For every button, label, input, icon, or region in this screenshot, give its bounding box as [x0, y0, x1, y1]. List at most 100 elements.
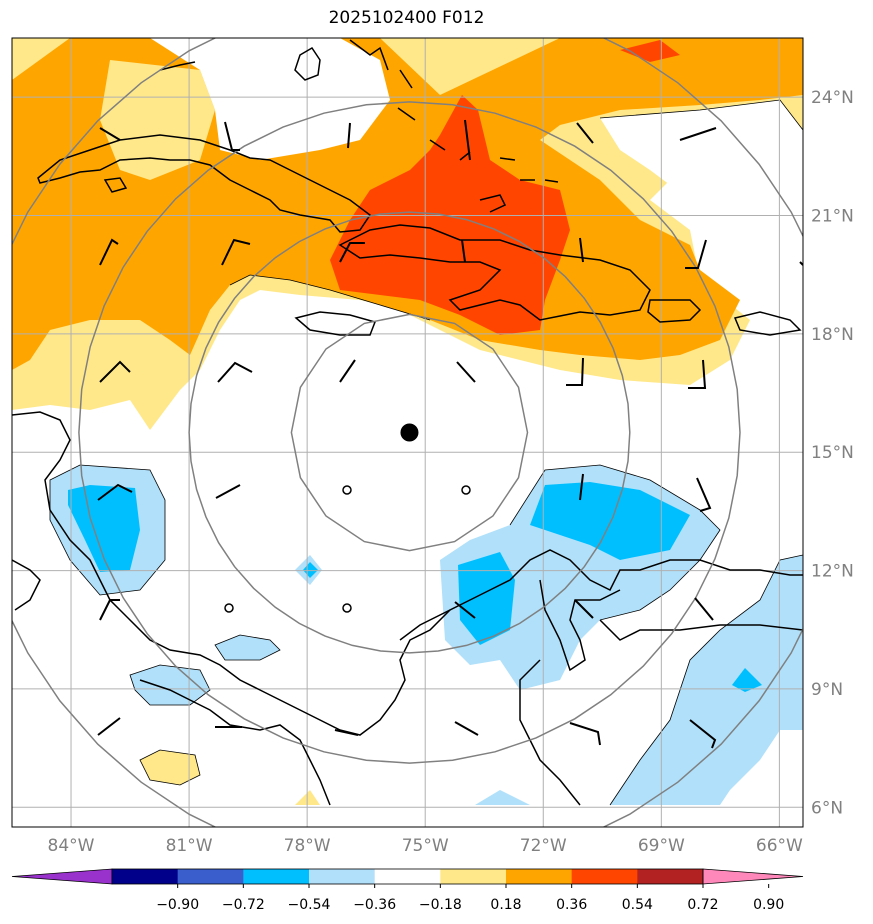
contour-line — [129, 664, 211, 706]
wind-barb — [461, 239, 466, 263]
longitude-label: 75°W — [402, 836, 449, 856]
colorbar-tick-label: −0.90 — [156, 897, 199, 913]
negative-anomaly-light-region — [610, 555, 803, 805]
colombia-coastline — [399, 579, 803, 672]
calm-circle — [342, 603, 352, 613]
negative-anomaly-blue-region — [530, 482, 690, 560]
wind-barb — [679, 127, 717, 141]
wind-barb — [689, 719, 717, 749]
negative-anomaly-blue-region — [68, 485, 140, 572]
colorbar-segment — [440, 869, 507, 884]
colorbar-tick-label: 0.36 — [556, 897, 587, 913]
wind-barbs — [97, 119, 803, 749]
colorbar-tick-label: −0.36 — [353, 897, 396, 913]
wind-barb — [576, 122, 594, 144]
colorbar-segment — [374, 869, 441, 884]
jamaica-coastline — [294, 311, 376, 336]
latitude-label: 9°N — [811, 680, 843, 700]
wind-barb — [99, 238, 119, 266]
map-title: 2025102400 F012 — [328, 8, 485, 28]
colorbar-segment — [112, 869, 179, 884]
negative-anomaly-blue-patch — [732, 668, 762, 692]
panama-coastline — [139, 679, 331, 806]
colorbar-tick-label: −0.72 — [222, 897, 265, 913]
wind-barb — [221, 238, 251, 266]
wind-barb — [217, 361, 253, 383]
negative-anomaly-light-patch — [475, 790, 530, 805]
calm-circle — [461, 485, 471, 495]
latitude-label: 15°N — [811, 443, 854, 463]
negative-anomaly-blue-region — [458, 552, 515, 645]
colorbar-tick-label: −0.18 — [419, 897, 462, 913]
wind-barb — [99, 360, 131, 383]
wind-barb — [579, 237, 584, 263]
colorbar-tick-label: 0.90 — [753, 897, 784, 913]
contour-line — [229, 274, 431, 321]
latitude-axis-labels: 6°N 9°N 12°N 15°N 18°N 21°N 24°N — [811, 88, 854, 818]
wind-barb — [696, 477, 712, 512]
neutral-gap — [150, 38, 390, 160]
bahamas-coastline — [349, 39, 559, 213]
calm-wind-markers — [224, 485, 471, 613]
range-ring — [12, 38, 803, 827]
negative-anomaly-light-patch — [215, 635, 280, 660]
calm-circle — [342, 485, 352, 495]
longitude-label: 69°W — [638, 836, 685, 856]
isle-of-youth-coastline — [103, 177, 128, 193]
range-ring — [290, 313, 529, 552]
anomaly-shading — [12, 38, 803, 805]
wind-barb — [566, 357, 584, 386]
colorbar-extend-high — [702, 868, 804, 885]
florida-coastline — [294, 46, 321, 81]
colorbar-tick-label: −0.54 — [288, 897, 331, 913]
contour-line — [49, 464, 166, 596]
latitude-label: 12°N — [811, 562, 854, 582]
contour-line — [214, 634, 281, 661]
latitude-label: 21°N — [811, 207, 854, 227]
range-rings — [12, 38, 803, 827]
colorbar-tick-label: 0.72 — [687, 897, 718, 913]
map-frame — [11, 37, 804, 828]
longitude-label: 78°W — [284, 836, 331, 856]
range-ring — [78, 101, 741, 764]
positive-anomaly-red-patch — [620, 40, 680, 62]
wind-barb — [569, 722, 601, 746]
hispaniola-coastline — [338, 224, 651, 321]
wind-barb — [97, 717, 121, 736]
contour-line — [139, 749, 201, 786]
colorbar-tick-label: 0.18 — [490, 897, 521, 913]
colorbar-tick-label: 0.54 — [622, 897, 653, 913]
wind-barb — [694, 597, 714, 621]
neutral-gap — [600, 100, 803, 260]
wind-barb — [464, 119, 471, 161]
wind-barb — [99, 127, 121, 141]
colorbar-segment — [309, 869, 376, 884]
wind-barb — [339, 242, 365, 263]
colorbar-frame — [111, 868, 704, 885]
longitude-axis-labels: 84°W 81°W 78°W 75°W 72°W 69°W 66°W — [48, 836, 803, 856]
wind-barb — [688, 359, 707, 389]
longitude-label: 72°W — [520, 836, 567, 856]
yucatan-coastline — [12, 559, 41, 611]
storm-center-marker — [400, 423, 419, 442]
wind-barb — [224, 121, 240, 151]
colorbar-segment — [571, 869, 638, 884]
negative-anomaly-light-patch — [130, 665, 210, 705]
wind-barb — [97, 483, 133, 501]
anomaly-contours — [49, 99, 803, 806]
wind-barb — [339, 359, 356, 383]
range-ring — [188, 211, 631, 654]
longitude-label: 81°W — [166, 836, 213, 856]
latitude-label: 6°N — [811, 798, 843, 818]
wind-barb — [99, 599, 120, 621]
wind-barb — [347, 122, 351, 149]
wind-barb — [454, 721, 479, 736]
wind-barb — [454, 601, 476, 619]
neutral-gap — [100, 60, 215, 180]
colorbar-segment — [637, 869, 704, 884]
wind-barb — [579, 473, 584, 501]
florida-keys-coastline — [159, 61, 196, 71]
contour-line — [599, 99, 803, 131]
longitude-label: 66°W — [756, 836, 803, 856]
